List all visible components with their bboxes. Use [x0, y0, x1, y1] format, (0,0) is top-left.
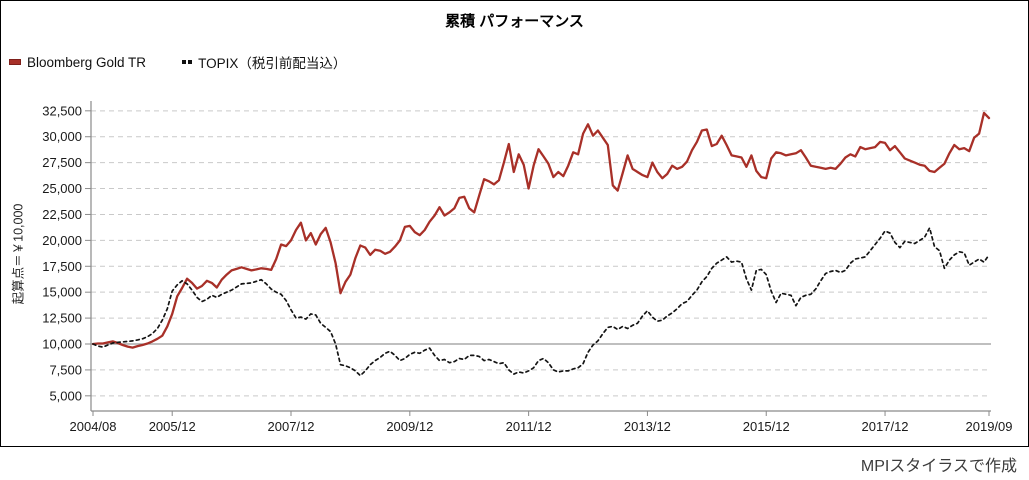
- x-tick-label: 2011/12: [506, 419, 552, 434]
- x-tick-label: 2004/08: [70, 419, 117, 434]
- y-tick-label: 5,000: [49, 388, 82, 403]
- y-axis-title: 起算点＝￥10,000: [11, 203, 26, 305]
- black-dotted-marker-icon: [182, 60, 193, 64]
- series-line-topix: [92, 227, 990, 377]
- x-tick-label: 2005/12: [149, 419, 196, 434]
- x-tick-label: 2017/12: [862, 419, 909, 434]
- x-tick-label: 2007/12: [268, 419, 315, 434]
- chart-title: 累積 パフォーマンス: [445, 13, 584, 30]
- y-tick-label: 30,000: [42, 129, 82, 144]
- y-tick-label: 25,000: [42, 181, 82, 196]
- red-line-marker-icon: [9, 59, 21, 65]
- series-line-gold: [91, 111, 991, 349]
- y-tick-label: 32,500: [42, 103, 82, 118]
- x-tick-label: 2015/12: [743, 419, 790, 434]
- plot-area: 5,000 7,500 10,000 12,500 15,000 17,500 20,000…: [42, 101, 1013, 434]
- legend: Bloomberg Gold TR TOPIX（税引前配当込）: [9, 52, 346, 72]
- legend-label-gold: Bloomberg Gold TR: [27, 54, 147, 70]
- source-caption: MPIスタイラスで作成: [860, 458, 1017, 475]
- chart-panel: 累積 パフォーマンス Bloomberg Gold TR TOPIX（税引前配当…: [0, 0, 1029, 447]
- y-tick-label: 12,500: [42, 311, 82, 326]
- y-tick-label: 27,500: [42, 155, 82, 170]
- y-tick-label: 20,000: [42, 233, 82, 248]
- y-tick-label: 7,500: [49, 362, 82, 377]
- y-tick-label: 15,000: [42, 285, 82, 300]
- y-tick-label: 22,500: [42, 207, 82, 222]
- y-tick-label: 17,500: [42, 259, 82, 274]
- x-tick-label: 2013/12: [624, 419, 671, 434]
- x-tick-label: 2019/09: [966, 419, 1013, 434]
- x-tick-label: 2009/12: [386, 419, 433, 434]
- legend-label-topix: TOPIX（税引前配当込）: [198, 56, 347, 71]
- y-tick-label: 10,000: [42, 337, 82, 352]
- legend-item-gold: Bloomberg Gold TR: [9, 55, 146, 70]
- legend-item-topix: TOPIX（税引前配当込）: [182, 52, 346, 72]
